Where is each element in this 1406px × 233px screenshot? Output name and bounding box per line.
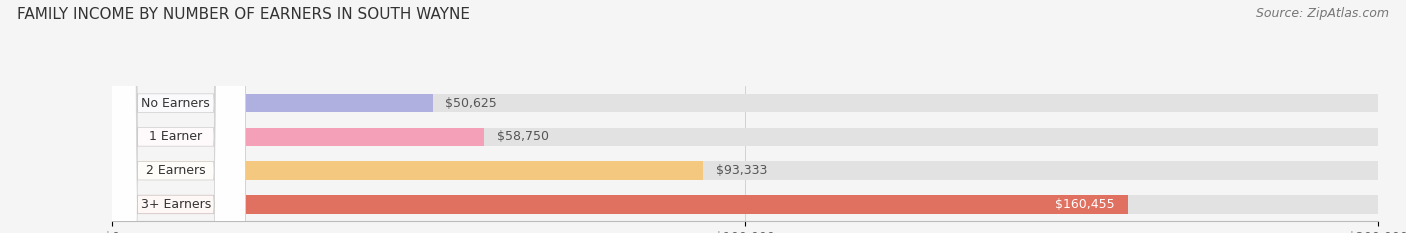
Text: Source: ZipAtlas.com: Source: ZipAtlas.com [1256, 7, 1389, 20]
Bar [112, 94, 433, 112]
Bar [112, 128, 484, 146]
Text: 2 Earners: 2 Earners [146, 164, 205, 177]
Bar [112, 128, 1378, 146]
Text: 3+ Earners: 3+ Earners [141, 198, 211, 211]
Bar [112, 161, 703, 180]
FancyBboxPatch shape [107, 0, 245, 233]
Text: FAMILY INCOME BY NUMBER OF EARNERS IN SOUTH WAYNE: FAMILY INCOME BY NUMBER OF EARNERS IN SO… [17, 7, 470, 22]
Text: $160,455: $160,455 [1056, 198, 1115, 211]
Text: $93,333: $93,333 [716, 164, 768, 177]
Text: 1 Earner: 1 Earner [149, 130, 202, 143]
FancyBboxPatch shape [107, 0, 245, 233]
Bar [112, 94, 1378, 112]
FancyBboxPatch shape [107, 0, 245, 233]
Bar [112, 161, 1378, 180]
Text: $50,625: $50,625 [446, 97, 498, 110]
Text: No Earners: No Earners [142, 97, 209, 110]
Bar [112, 195, 1128, 214]
FancyBboxPatch shape [107, 0, 245, 233]
Text: $58,750: $58,750 [496, 130, 548, 143]
Bar [112, 195, 1378, 214]
